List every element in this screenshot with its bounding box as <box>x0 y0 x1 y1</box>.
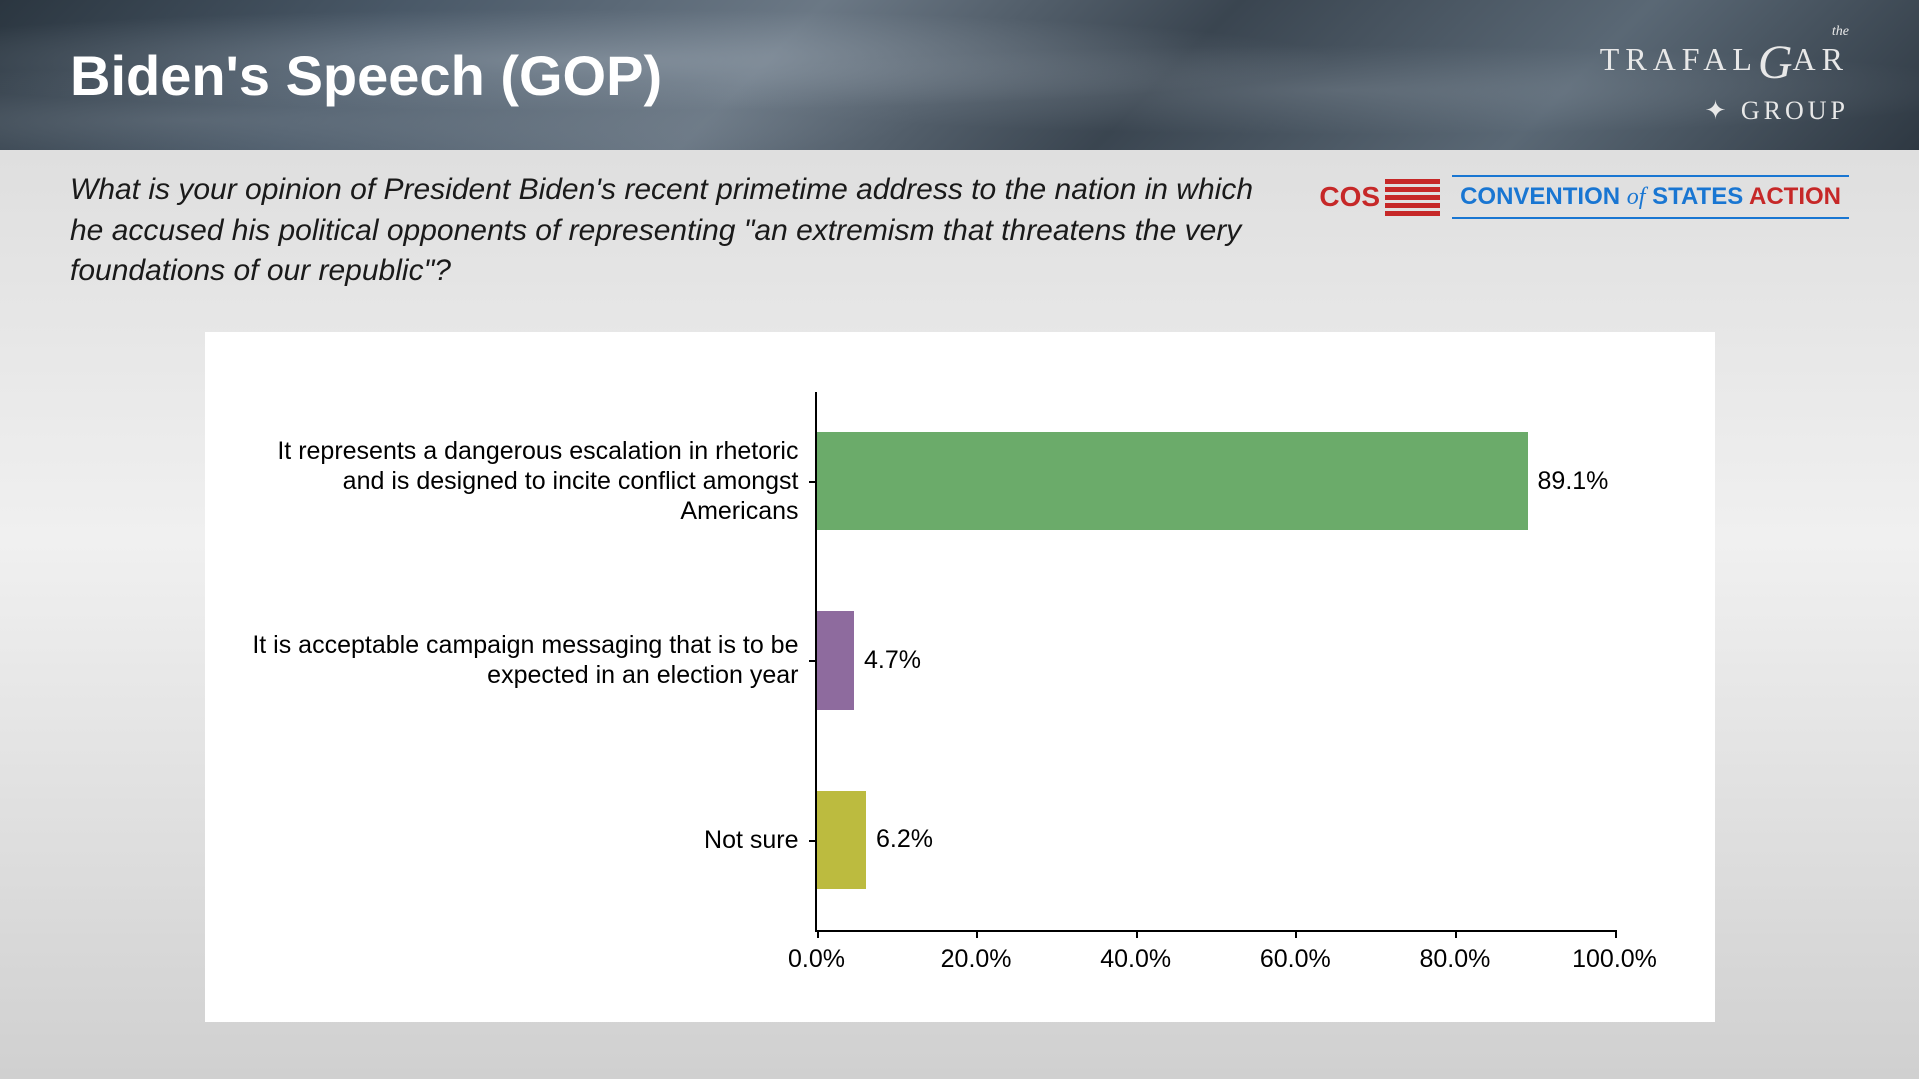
cos-text: COS <box>1319 181 1380 213</box>
cos-flag-icon: COS <box>1319 179 1440 216</box>
x-axis-label: 60.0% <box>1260 945 1331 974</box>
flag-stripes-icon <box>1385 179 1440 216</box>
y-tick <box>809 481 817 483</box>
x-tick <box>1615 930 1617 938</box>
logo-the: the <box>1570 24 1849 40</box>
y-tick <box>809 660 817 662</box>
x-tick <box>817 930 819 938</box>
x-axis-label: 40.0% <box>1100 945 1171 974</box>
x-tick <box>976 930 978 938</box>
page-title: Biden's Speech (GOP) <box>70 43 662 108</box>
x-axis-label: 20.0% <box>941 945 1012 974</box>
y-tick <box>809 840 817 842</box>
sub-header-row: What is your opinion of President Biden'… <box>0 150 1919 302</box>
category-label: It represents a dangerous escalation in … <box>249 436 799 526</box>
bar-value-label: 89.1% <box>1538 467 1609 496</box>
bar-value-label: 6.2% <box>876 825 933 854</box>
survey-question: What is your opinion of President Biden'… <box>70 170 1270 292</box>
category-label: Not sure <box>249 825 799 855</box>
chart-plot: 89.1%It represents a dangerous escalatio… <box>815 392 1615 932</box>
header-banner: Biden's Speech (GOP) the TRAFALGAR✦ GROU… <box>0 0 1919 150</box>
bar-value-label: 4.7% <box>864 646 921 675</box>
x-tick <box>1455 930 1457 938</box>
logo-main: TRAFALGAR✦ GROUP <box>1565 41 1849 126</box>
bar-row: 4.7%It is acceptable campaign messaging … <box>817 611 1615 710</box>
convention-text: CONVENTION of STATES ACTION <box>1452 175 1849 219</box>
cos-logo: COS CONVENTION of STATES ACTION <box>1319 175 1849 219</box>
chart-area: 89.1% It represents a dangerous escalatio… <box>245 372 1675 1002</box>
bar <box>817 611 855 710</box>
bar-row: 89.1%It represents a dangerous escalatio… <box>817 432 1615 531</box>
category-label: It is acceptable campaign messaging that… <box>249 630 799 690</box>
chart-container: 89.1% It represents a dangerous escalatio… <box>205 332 1715 1022</box>
bar-row: 6.2%Not sure <box>817 791 1615 890</box>
x-axis-label: 100.0% <box>1572 945 1657 974</box>
x-axis-label: 0.0% <box>788 945 845 974</box>
trafalgar-logo: the TRAFALGAR✦ GROUP <box>1565 24 1849 127</box>
bar <box>817 432 1528 531</box>
bar <box>817 791 866 890</box>
x-tick <box>1295 930 1297 938</box>
x-tick <box>1136 930 1138 938</box>
x-axis-label: 80.0% <box>1419 945 1490 974</box>
